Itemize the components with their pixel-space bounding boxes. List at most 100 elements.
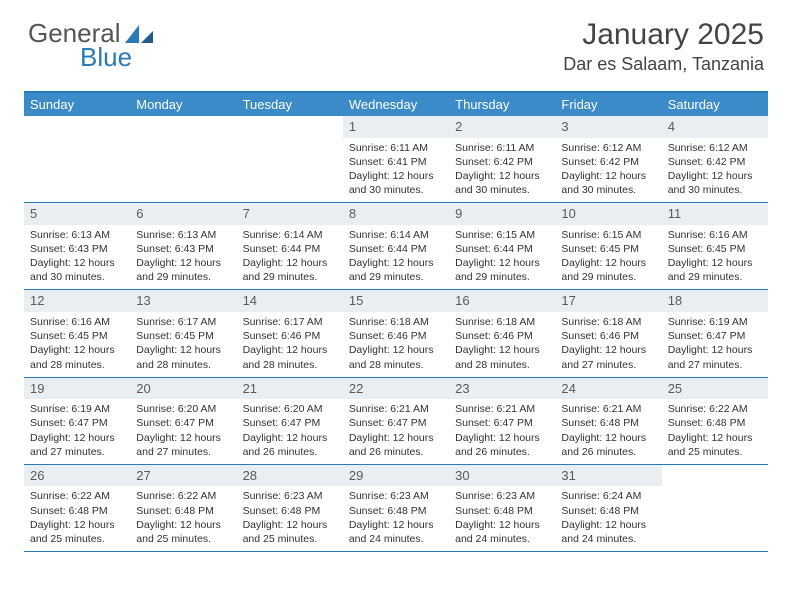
day-line: Sunrise: 6:22 AM xyxy=(668,402,762,416)
day-number: 12 xyxy=(24,290,130,312)
day-number: 30 xyxy=(449,465,555,487)
day-line: Sunrise: 6:18 AM xyxy=(455,315,549,329)
day-number: 13 xyxy=(130,290,236,312)
calendar-week: 19Sunrise: 6:19 AMSunset: 6:47 PMDayligh… xyxy=(24,378,768,465)
calendar-day: 28Sunrise: 6:23 AMSunset: 6:48 PMDayligh… xyxy=(237,465,343,551)
day-line: Sunset: 6:48 PM xyxy=(561,416,655,430)
day-line: Daylight: 12 hours and 30 minutes. xyxy=(30,256,124,284)
day-body: Sunrise: 6:21 AMSunset: 6:47 PMDaylight:… xyxy=(449,399,555,464)
day-number: 3 xyxy=(555,116,661,138)
day-line: Daylight: 12 hours and 24 minutes. xyxy=(561,518,655,546)
day-line: Sunrise: 6:13 AM xyxy=(136,228,230,242)
day-body: Sunrise: 6:14 AMSunset: 6:44 PMDaylight:… xyxy=(343,225,449,290)
day-line: Sunset: 6:45 PM xyxy=(668,242,762,256)
day-line: Daylight: 12 hours and 25 minutes. xyxy=(668,431,762,459)
calendar-day: 12Sunrise: 6:16 AMSunset: 6:45 PMDayligh… xyxy=(24,290,130,376)
day-line: Daylight: 12 hours and 26 minutes. xyxy=(561,431,655,459)
day-line: Daylight: 12 hours and 28 minutes. xyxy=(243,343,337,371)
day-number: 9 xyxy=(449,203,555,225)
day-line: Sunset: 6:46 PM xyxy=(455,329,549,343)
day-body: Sunrise: 6:22 AMSunset: 6:48 PMDaylight:… xyxy=(24,486,130,551)
day-number: 14 xyxy=(237,290,343,312)
calendar-day: 7Sunrise: 6:14 AMSunset: 6:44 PMDaylight… xyxy=(237,203,343,289)
day-number: 22 xyxy=(343,378,449,400)
calendar-day: 9Sunrise: 6:15 AMSunset: 6:44 PMDaylight… xyxy=(449,203,555,289)
day-body: Sunrise: 6:20 AMSunset: 6:47 PMDaylight:… xyxy=(130,399,236,464)
day-line: Sunrise: 6:17 AM xyxy=(136,315,230,329)
day-line: Sunrise: 6:22 AM xyxy=(30,489,124,503)
calendar-day xyxy=(130,116,236,202)
day-body: Sunrise: 6:18 AMSunset: 6:46 PMDaylight:… xyxy=(449,312,555,377)
day-line: Daylight: 12 hours and 28 minutes. xyxy=(349,343,443,371)
day-line: Sunrise: 6:17 AM xyxy=(243,315,337,329)
day-number: 24 xyxy=(555,378,661,400)
day-number: 10 xyxy=(555,203,661,225)
day-body: Sunrise: 6:23 AMSunset: 6:48 PMDaylight:… xyxy=(237,486,343,551)
day-body xyxy=(237,138,343,146)
day-line: Sunset: 6:46 PM xyxy=(349,329,443,343)
calendar-day: 5Sunrise: 6:13 AMSunset: 6:43 PMDaylight… xyxy=(24,203,130,289)
day-line: Sunset: 6:48 PM xyxy=(136,504,230,518)
day-line: Sunset: 6:46 PM xyxy=(243,329,337,343)
day-number xyxy=(237,116,343,138)
day-line: Sunrise: 6:20 AM xyxy=(243,402,337,416)
calendar-day: 22Sunrise: 6:21 AMSunset: 6:47 PMDayligh… xyxy=(343,378,449,464)
day-body: Sunrise: 6:12 AMSunset: 6:42 PMDaylight:… xyxy=(555,138,661,203)
day-line: Daylight: 12 hours and 29 minutes. xyxy=(136,256,230,284)
day-line: Sunrise: 6:20 AM xyxy=(136,402,230,416)
day-body: Sunrise: 6:20 AMSunset: 6:47 PMDaylight:… xyxy=(237,399,343,464)
day-line: Sunrise: 6:23 AM xyxy=(455,489,549,503)
calendar-day: 27Sunrise: 6:22 AMSunset: 6:48 PMDayligh… xyxy=(130,465,236,551)
day-number: 1 xyxy=(343,116,449,138)
day-number xyxy=(130,116,236,138)
day-number xyxy=(662,465,768,487)
weekday-header: Tuesday xyxy=(237,93,343,116)
day-body: Sunrise: 6:17 AMSunset: 6:45 PMDaylight:… xyxy=(130,312,236,377)
day-line: Sunset: 6:46 PM xyxy=(561,329,655,343)
day-number xyxy=(24,116,130,138)
calendar-day: 31Sunrise: 6:24 AMSunset: 6:48 PMDayligh… xyxy=(555,465,661,551)
day-line: Sunrise: 6:21 AM xyxy=(455,402,549,416)
day-line: Daylight: 12 hours and 26 minutes. xyxy=(455,431,549,459)
day-line: Sunset: 6:47 PM xyxy=(30,416,124,430)
day-number: 7 xyxy=(237,203,343,225)
day-line: Sunrise: 6:12 AM xyxy=(668,141,762,155)
day-number: 27 xyxy=(130,465,236,487)
day-line: Sunset: 6:45 PM xyxy=(561,242,655,256)
calendar-day: 10Sunrise: 6:15 AMSunset: 6:45 PMDayligh… xyxy=(555,203,661,289)
logo-text-blue: Blue xyxy=(80,42,132,73)
day-line: Daylight: 12 hours and 29 minutes. xyxy=(349,256,443,284)
day-line: Sunrise: 6:14 AM xyxy=(243,228,337,242)
day-line: Daylight: 12 hours and 28 minutes. xyxy=(30,343,124,371)
day-body: Sunrise: 6:11 AMSunset: 6:41 PMDaylight:… xyxy=(343,138,449,203)
calendar: SundayMondayTuesdayWednesdayThursdayFrid… xyxy=(24,91,768,552)
calendar-day: 21Sunrise: 6:20 AMSunset: 6:47 PMDayligh… xyxy=(237,378,343,464)
day-body: Sunrise: 6:19 AMSunset: 6:47 PMDaylight:… xyxy=(24,399,130,464)
day-number: 16 xyxy=(449,290,555,312)
day-line: Daylight: 12 hours and 24 minutes. xyxy=(455,518,549,546)
weekday-header: Thursday xyxy=(449,93,555,116)
weekday-header: Friday xyxy=(555,93,661,116)
weekday-header: Saturday xyxy=(662,93,768,116)
day-line: Sunset: 6:43 PM xyxy=(136,242,230,256)
calendar-day: 25Sunrise: 6:22 AMSunset: 6:48 PMDayligh… xyxy=(662,378,768,464)
day-line: Daylight: 12 hours and 30 minutes. xyxy=(455,169,549,197)
day-line: Daylight: 12 hours and 26 minutes. xyxy=(349,431,443,459)
day-number: 31 xyxy=(555,465,661,487)
day-line: Sunset: 6:45 PM xyxy=(30,329,124,343)
calendar-day: 24Sunrise: 6:21 AMSunset: 6:48 PMDayligh… xyxy=(555,378,661,464)
day-line: Sunrise: 6:23 AM xyxy=(243,489,337,503)
day-line: Daylight: 12 hours and 29 minutes. xyxy=(561,256,655,284)
weekday-header-row: SundayMondayTuesdayWednesdayThursdayFrid… xyxy=(24,93,768,116)
day-line: Daylight: 12 hours and 28 minutes. xyxy=(455,343,549,371)
day-line: Daylight: 12 hours and 29 minutes. xyxy=(455,256,549,284)
day-line: Sunrise: 6:19 AM xyxy=(30,402,124,416)
day-number: 19 xyxy=(24,378,130,400)
day-line: Sunrise: 6:23 AM xyxy=(349,489,443,503)
day-line: Sunset: 6:47 PM xyxy=(349,416,443,430)
day-body: Sunrise: 6:22 AMSunset: 6:48 PMDaylight:… xyxy=(662,399,768,464)
calendar-day: 16Sunrise: 6:18 AMSunset: 6:46 PMDayligh… xyxy=(449,290,555,376)
day-body: Sunrise: 6:17 AMSunset: 6:46 PMDaylight:… xyxy=(237,312,343,377)
day-body: Sunrise: 6:11 AMSunset: 6:42 PMDaylight:… xyxy=(449,138,555,203)
calendar-day: 26Sunrise: 6:22 AMSunset: 6:48 PMDayligh… xyxy=(24,465,130,551)
